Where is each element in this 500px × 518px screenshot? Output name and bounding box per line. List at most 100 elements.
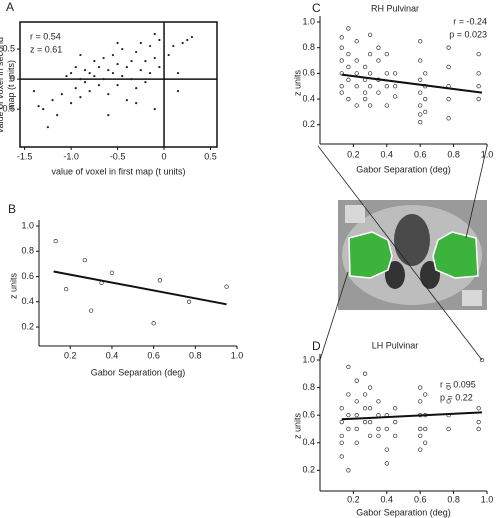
data-point: [362, 64, 368, 70]
data-point: [74, 87, 77, 90]
fit-line: [53, 270, 227, 306]
x-tick-label: 0.4: [381, 149, 394, 159]
data-point: [476, 419, 481, 425]
data-point: [354, 440, 359, 445]
data-point: [418, 39, 423, 44]
y-tick-label: 1.0: [302, 354, 315, 364]
data-point: [418, 90, 423, 95]
x-tick-label: 0: [162, 151, 167, 161]
data-point: [70, 102, 73, 105]
data-point: [148, 44, 152, 48]
y-tick-label: 0.2: [21, 321, 34, 331]
data-point: [88, 308, 94, 313]
data-point: [107, 93, 110, 96]
data-point: [32, 90, 36, 93]
data-point: [354, 103, 359, 108]
data-point: [60, 93, 63, 96]
fit-line: [341, 73, 483, 94]
data-point: [476, 406, 481, 411]
data-point: [376, 58, 381, 63]
data-point: [476, 51, 481, 57]
data-point: [423, 71, 428, 76]
data-point: [376, 399, 381, 404]
data-point: [79, 96, 82, 99]
data-point: [37, 105, 40, 108]
data-point: [135, 102, 138, 105]
panel-label: A: [6, 0, 14, 14]
data-point: [176, 90, 180, 93]
data-point: [153, 56, 156, 60]
x-tick-label: -1.0: [63, 151, 79, 161]
x-axis-label: Gabor Separation (deg): [91, 367, 186, 377]
data-point: [116, 41, 119, 45]
data-point: [51, 99, 54, 102]
data-point: [63, 287, 69, 292]
data-point: [418, 426, 423, 432]
data-point: [367, 406, 373, 411]
data-point: [423, 440, 428, 445]
data-point: [476, 71, 481, 76]
y-tick-label: 0.6: [21, 271, 34, 281]
data-point: [476, 84, 481, 89]
data-point: [362, 419, 368, 425]
data-point: [83, 68, 87, 72]
y-tick-label: 0: [10, 73, 15, 83]
data-point: [346, 64, 351, 70]
data-point: [376, 90, 381, 95]
data-point: [93, 59, 96, 63]
data-point: [393, 419, 398, 425]
x-tick-label: 0.8: [447, 149, 460, 159]
data-point: [376, 45, 381, 50]
data-point: [339, 454, 344, 459]
data-point: [135, 50, 138, 54]
data-point: [384, 461, 389, 466]
data-point: [157, 278, 163, 283]
data-point: [367, 433, 373, 438]
data-point: [367, 84, 373, 89]
data-point: [125, 99, 128, 102]
data-point: [172, 44, 175, 48]
data-point: [446, 96, 451, 102]
data-point: [446, 399, 451, 404]
data-point: [354, 39, 359, 44]
data-point: [107, 114, 110, 117]
data-point: [74, 65, 77, 69]
annotation: p = 0.023: [449, 29, 487, 39]
data-point: [97, 65, 101, 69]
data-point: [116, 62, 119, 66]
data-point: [93, 74, 96, 78]
data-point: [376, 433, 381, 438]
data-point: [476, 96, 481, 102]
data-point: [423, 109, 428, 115]
panel-label: B: [8, 202, 16, 216]
x-tick-label: 0.2: [347, 149, 360, 159]
y-tick-label: 0.5: [2, 43, 15, 53]
y-axis-label: value of voxel in second map (t units): [0, 36, 16, 133]
data-point: [384, 71, 389, 76]
y-tick-label: 0.2: [302, 119, 315, 129]
data-point: [362, 371, 368, 376]
y-tick-label: 1.0: [302, 16, 315, 26]
data-point: [339, 45, 344, 50]
data-point: [339, 58, 344, 63]
chart-title: RH Pulvinar: [371, 3, 419, 13]
data-point: [82, 257, 88, 263]
annotation: r = 0.54: [30, 31, 61, 41]
data-point: [418, 58, 423, 63]
data-point: [125, 65, 128, 69]
y-tick-label: 0.8: [302, 42, 315, 52]
data-point: [354, 71, 359, 76]
data-point: [46, 126, 49, 129]
y-tick-label: 0.8: [21, 246, 34, 256]
data-point: [88, 71, 91, 75]
data-point: [446, 116, 451, 121]
data-point: [339, 84, 344, 89]
data-point: [79, 77, 82, 81]
data-point: [111, 53, 115, 57]
data-point: [354, 426, 359, 432]
x-tick-label: -0.5: [110, 151, 126, 161]
data-point: [376, 413, 381, 418]
y-tick-label: 1.0: [21, 220, 34, 230]
data-point: [362, 392, 368, 397]
